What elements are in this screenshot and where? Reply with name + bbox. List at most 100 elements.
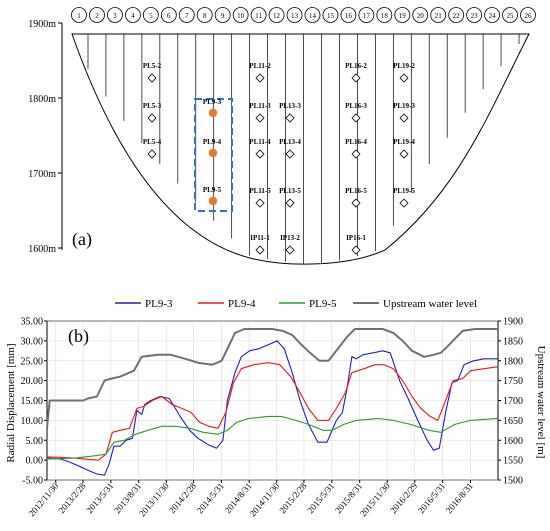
sensor-pl19-4: PL19-4 — [393, 138, 415, 159]
elevation-ticks: 1900m 1800m 1700m 1600m — [28, 19, 62, 255]
sensor-diamond-marker — [399, 73, 409, 83]
column-number-8: 8 — [196, 7, 213, 23]
sensor-pl5-2: PL5-2 — [143, 62, 162, 83]
column-number-10: 10 — [232, 7, 249, 23]
svg-text:3: 3 — [113, 12, 117, 20]
left-tick-label: 10.00 — [21, 416, 44, 427]
sensor-label: PL19-4 — [393, 138, 415, 146]
svg-text:26: 26 — [525, 12, 533, 20]
series-line-pl9-3 — [46, 340, 498, 476]
x-tick-label: 2016/2/29 — [388, 480, 419, 515]
series-line-pl9-4 — [46, 362, 499, 461]
sensor-pl16-4: PL16-4 — [345, 138, 367, 159]
sensor-pl9-3: PL9-3 — [203, 98, 222, 118]
sensor-label: PL19-2 — [393, 62, 415, 70]
svg-text:12: 12 — [273, 12, 281, 20]
column-number-15: 15 — [322, 7, 339, 23]
left-tick-label: 15.00 — [21, 396, 44, 407]
legend-entry: PL9-5 — [279, 298, 337, 310]
sensor-pl13-4: PL13-4 — [279, 138, 301, 159]
sensor-diamond-marker — [351, 73, 361, 83]
sensor-label: PL16-3 — [345, 102, 367, 110]
legend-entry: PL9-4 — [198, 298, 256, 310]
sensor-diamond-marker — [147, 113, 157, 123]
legend-entry: PL9-3 — [115, 298, 173, 310]
column-number-7: 7 — [178, 7, 195, 23]
legend-label: PL9-5 — [309, 298, 337, 310]
sensor-pl19-5: PL19-5 — [393, 187, 415, 208]
sensor-label: PL5-2 — [143, 62, 162, 70]
x-tick-label: 2015/11/30 — [358, 480, 392, 518]
column-number-19: 19 — [394, 7, 411, 23]
left-tick-label: 0.00 — [26, 456, 44, 467]
left-tick-label: 30.00 — [21, 336, 44, 347]
sensor-diamond-marker — [399, 149, 409, 159]
sensor-label: PL11-4 — [249, 138, 271, 146]
column-number-13: 13 — [286, 7, 303, 23]
left-axis-ticks: -5.00 0.00 5.00 10.00 15.00 20.00 25.00 30.00 35… — [21, 317, 47, 487]
x-tick-label: 2016/8/31 — [444, 481, 475, 515]
legend-entry: Upstream water level — [353, 298, 477, 310]
svg-text:7: 7 — [185, 12, 189, 20]
sensor-diamond-marker — [147, 73, 157, 83]
sensor-pl16-2: PL16-2 — [345, 62, 367, 83]
sensor-label: PL5-4 — [143, 138, 162, 146]
highlighted-sensor-marker — [208, 196, 218, 206]
left-tick-label: 5.00 — [26, 436, 44, 447]
sensor-pl19-3: PL19-3 — [393, 102, 415, 123]
series-lines — [46, 328, 499, 476]
sensor-label: PL13-4 — [279, 138, 301, 146]
x-tick-label: 2013/11/30 — [137, 480, 171, 518]
sensor-diamond-marker — [255, 149, 265, 159]
svg-text:13: 13 — [291, 12, 299, 20]
sensor-diamond-marker — [255, 245, 265, 255]
sensor-pl11-3: PL11-3 — [249, 102, 271, 123]
sensor-label: PL16-2 — [345, 62, 367, 70]
sensor-diamond-marker — [255, 73, 265, 83]
series-line-pl9-5 — [46, 415, 499, 460]
column-number-12: 12 — [268, 7, 285, 23]
highlighted-sensor-marker — [208, 108, 218, 118]
elevation-tick-label: 1800m — [28, 94, 56, 105]
sensor-pl16-3: PL16-3 — [345, 102, 367, 123]
column-number-14: 14 — [304, 7, 321, 23]
sensor-pl13-3: PL13-3 — [279, 102, 301, 123]
column-number-11: 11 — [250, 7, 267, 23]
right-tick-label: 1850 — [503, 336, 523, 347]
sensor-diamond-marker — [399, 198, 409, 208]
displacement-chart: -5.00 0.00 5.00 10.00 15.00 20.00 25.00 30.00 35… — [5, 298, 547, 518]
right-axis-ticks: 1500 1550 1600 1650 1700 1750 1800 1850 1900 — [498, 317, 523, 487]
left-tick-label: -5.00 — [22, 476, 43, 487]
legend-label: Upstream water level — [383, 298, 477, 310]
column-number-26: 26 — [520, 7, 536, 23]
svg-text:4: 4 — [131, 12, 135, 20]
left-axis-label: Radial Displacement [mm] — [5, 343, 17, 462]
column-number-1: 1 — [71, 7, 87, 23]
sensor-pl13-5: PL13-5 — [279, 187, 301, 208]
column-number-24: 24 — [484, 7, 500, 23]
svg-text:10: 10 — [237, 12, 245, 20]
sensor-label: PL19-5 — [393, 187, 415, 195]
svg-text:1: 1 — [77, 12, 81, 20]
sensor-label: PL13-5 — [279, 187, 301, 195]
svg-text:20: 20 — [417, 12, 425, 20]
column-number-17: 17 — [358, 7, 375, 23]
sensor-pl19-2: PL19-2 — [393, 62, 415, 83]
right-tick-label: 1750 — [503, 376, 523, 387]
sensor-pl11-4: PL11-4 — [249, 138, 271, 159]
right-tick-label: 1650 — [503, 416, 523, 427]
x-tick-label: 2014/11/30 — [247, 480, 281, 518]
sensor-label: PL11-5 — [249, 187, 271, 195]
sensor-ip16-1: IP16-1 — [346, 234, 366, 255]
sensor-diamond-marker — [351, 113, 361, 123]
column-number-16: 16 — [340, 7, 357, 23]
column-number-2: 2 — [89, 7, 105, 23]
svg-text:25: 25 — [507, 12, 515, 20]
right-axis-label: Upstream water level [m] — [535, 346, 547, 459]
column-number-4: 4 — [124, 7, 141, 23]
dam-outline — [71, 33, 530, 265]
svg-text:18: 18 — [381, 12, 389, 20]
svg-text:14: 14 — [309, 12, 317, 20]
sensor-label: PL5-3 — [143, 102, 162, 110]
